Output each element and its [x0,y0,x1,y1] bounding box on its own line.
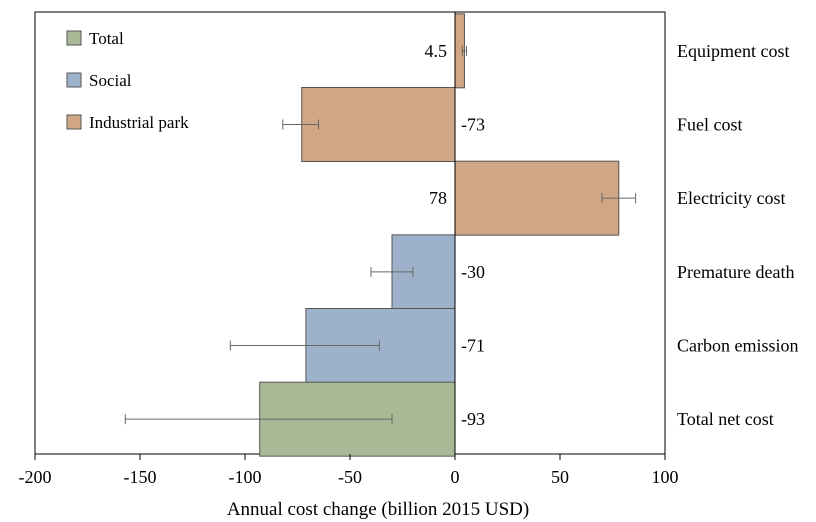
error-bar-electricity-cost [601,193,637,204]
x-tick-label: 50 [551,467,569,487]
value-label-carbon-emission: -71 [461,336,485,356]
error-bar-total-net-cost [124,414,393,425]
value-label-fuel-cost: -73 [461,115,485,135]
error-bar-fuel-cost [282,119,319,130]
category-labels-layer: Equipment cost Fuel cost Electricity cost P… [677,41,799,429]
legend-label: Social [89,71,132,90]
category-label-equipment-cost: Equipment cost [677,41,789,61]
x-tick-label: -200 [19,467,52,487]
error-bar-premature-death [370,266,414,277]
value-labels-layer: 4.5 -73 78 -30 -71 -93 [425,41,486,429]
legend-label: Industrial park [89,113,189,132]
value-label-electricity-cost: 78 [429,188,447,208]
bar-electricity-cost [454,160,620,236]
error-bars-layer [124,45,637,425]
value-label-equipment-cost: 4.5 [425,41,448,61]
x-tick-label: -150 [124,467,157,487]
x-tick-label: -50 [338,467,362,487]
x-tick-label: -100 [229,467,262,487]
error-bar-carbon-emission [229,340,380,351]
legend-swatch [66,72,82,88]
legend-item-total: Total [66,29,124,48]
x-axis-title: Annual cost change (billion 2015 USD) [227,499,529,520]
category-label-carbon-emission: Carbon emission [677,336,799,356]
value-label-premature-death: -30 [461,262,485,282]
legend: Total Social Industrial park [66,29,189,132]
category-label-electricity-cost: Electricity cost [677,188,785,208]
legend-item-industrial-park: Industrial park [66,113,189,132]
error-bar-equipment-cost [461,45,468,56]
x-tick-label: 100 [652,467,679,487]
bars-layer [259,13,620,457]
bar-fuel-cost [301,87,456,162]
category-label-premature-death: Premature death [677,262,794,282]
x-axis-ticks: -200 -150 -100 -50 0 50 100 [19,454,679,487]
category-label-fuel-cost: Fuel cost [677,115,743,135]
value-label-total-net-cost: -93 [461,409,485,429]
legend-label: Total [89,29,124,48]
category-label-total-net-cost: Total net cost [677,409,774,429]
legend-swatch [66,30,82,46]
x-tick-label: 0 [451,467,460,487]
legend-swatch [66,114,82,130]
legend-item-social: Social [66,71,132,90]
